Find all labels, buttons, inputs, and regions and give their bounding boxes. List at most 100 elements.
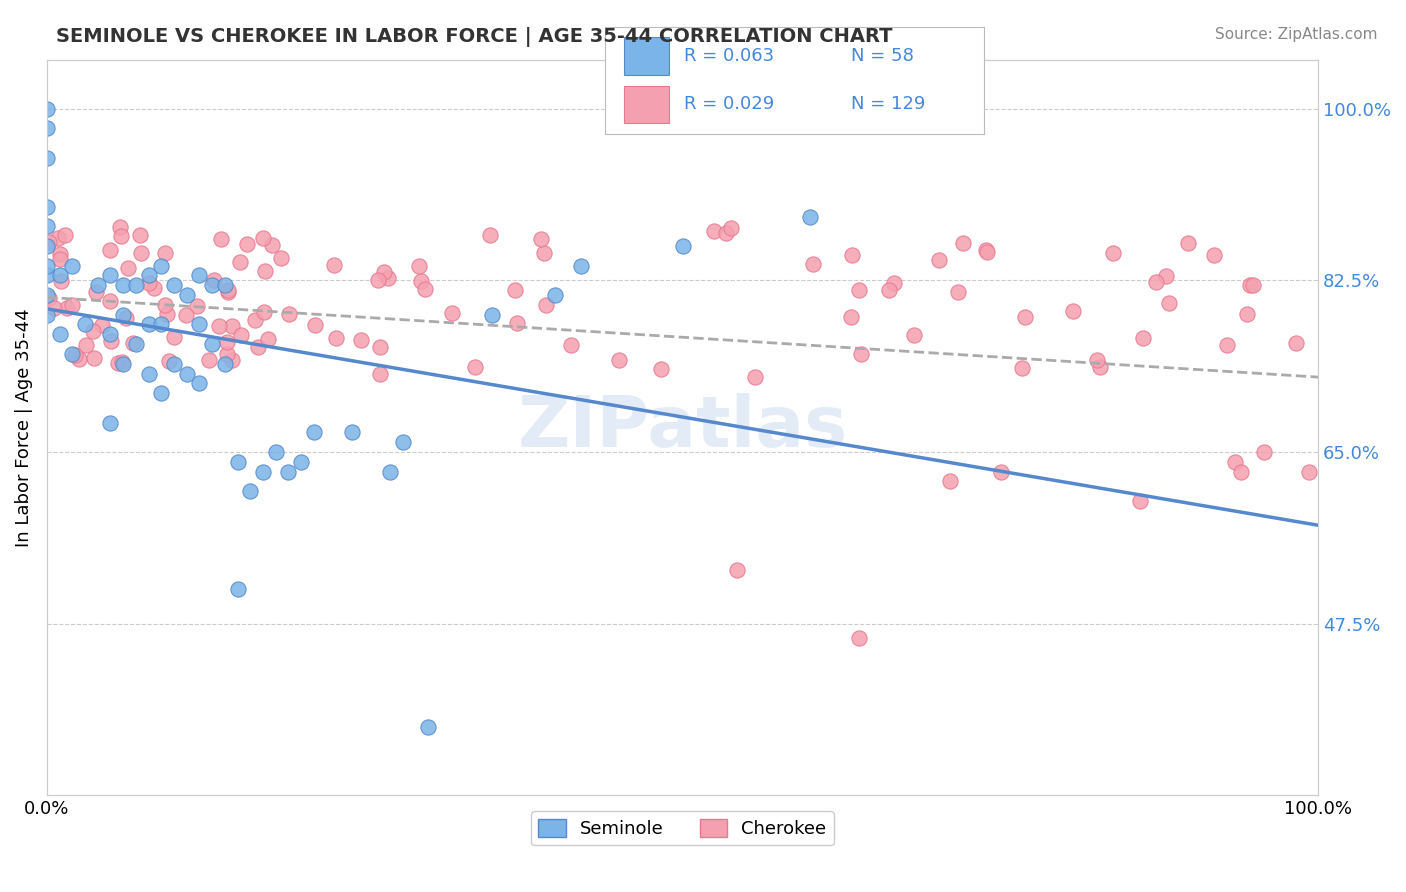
Point — [413, 282, 436, 296]
Point — [725, 563, 748, 577]
Point — [110, 229, 132, 244]
Point — [841, 248, 863, 262]
Point — [35, 151, 58, 165]
Point — [217, 283, 239, 297]
Point — [1216, 338, 1239, 352]
Point — [35, 288, 58, 302]
Point — [143, 281, 166, 295]
Point — [214, 278, 236, 293]
Point — [198, 353, 221, 368]
Point — [157, 353, 180, 368]
Point — [202, 273, 225, 287]
Point — [799, 210, 821, 224]
Bar — [624, 37, 669, 75]
Point — [903, 328, 925, 343]
Point — [1236, 306, 1258, 320]
Point — [1223, 455, 1246, 469]
Point — [114, 311, 136, 326]
Point — [98, 293, 121, 308]
Point — [368, 367, 391, 381]
Point — [35, 308, 58, 322]
Point — [117, 260, 139, 275]
Point — [533, 246, 555, 260]
Point — [90, 318, 112, 332]
Point — [373, 264, 395, 278]
Point — [367, 273, 389, 287]
Point — [1154, 268, 1177, 283]
Point — [112, 357, 135, 371]
Point — [229, 328, 252, 343]
Point — [38, 291, 60, 305]
Point — [990, 465, 1012, 479]
Point — [1011, 360, 1033, 375]
Point — [35, 219, 58, 234]
Point — [60, 298, 83, 312]
Point — [744, 370, 766, 384]
Text: Source: ZipAtlas.com: Source: ZipAtlas.com — [1215, 27, 1378, 42]
Point — [264, 445, 287, 459]
Point — [1229, 465, 1251, 479]
Point — [35, 102, 58, 116]
Point — [243, 313, 266, 327]
Point — [201, 337, 224, 351]
Point — [952, 235, 974, 250]
Text: R = 0.029: R = 0.029 — [685, 95, 775, 112]
Point — [163, 278, 186, 293]
Point — [938, 475, 960, 489]
Point — [368, 340, 391, 354]
Point — [1241, 277, 1264, 292]
Point — [716, 227, 738, 241]
Point — [150, 386, 173, 401]
Point — [176, 288, 198, 302]
Point — [530, 231, 553, 245]
Point — [188, 376, 211, 391]
Point — [215, 334, 238, 349]
Point — [46, 231, 69, 245]
Point — [976, 245, 998, 260]
Point — [848, 632, 870, 646]
Point — [153, 245, 176, 260]
Y-axis label: In Labor Force | Age 35-44: In Labor Force | Age 35-44 — [15, 309, 32, 547]
Point — [48, 268, 70, 283]
Point — [150, 318, 173, 332]
Point — [236, 236, 259, 251]
Point — [1062, 303, 1084, 318]
Point — [186, 299, 208, 313]
Text: N = 58: N = 58 — [852, 46, 914, 64]
Point — [720, 221, 742, 235]
Point — [671, 239, 693, 253]
Point — [112, 278, 135, 293]
Text: N = 129: N = 129 — [852, 95, 925, 112]
Point — [83, 351, 105, 365]
Point — [478, 227, 501, 242]
Point — [138, 367, 160, 381]
Point — [82, 324, 104, 338]
Point — [254, 264, 277, 278]
Point — [1253, 445, 1275, 459]
Point — [226, 455, 249, 469]
Point — [304, 318, 326, 333]
Point — [125, 337, 148, 351]
Point — [569, 259, 592, 273]
Point — [839, 310, 862, 324]
Point — [239, 484, 262, 499]
Point — [1285, 335, 1308, 350]
Point — [176, 367, 198, 381]
Point — [600, 847, 623, 862]
Point — [163, 330, 186, 344]
Point — [112, 308, 135, 322]
Point — [848, 283, 870, 297]
Point — [408, 260, 430, 274]
Point — [153, 298, 176, 312]
Point — [214, 357, 236, 371]
Point — [35, 259, 58, 273]
Point — [340, 425, 363, 440]
Point — [100, 327, 122, 342]
Point — [325, 331, 347, 345]
Point — [73, 318, 96, 332]
Point — [1204, 248, 1226, 262]
Point — [125, 278, 148, 293]
Text: SEMINOLE VS CHEROKEE IN LABOR FORCE | AGE 35-44 CORRELATION CHART: SEMINOLE VS CHEROKEE IN LABOR FORCE | AG… — [56, 27, 893, 46]
Point — [378, 465, 401, 479]
Point — [188, 318, 211, 332]
